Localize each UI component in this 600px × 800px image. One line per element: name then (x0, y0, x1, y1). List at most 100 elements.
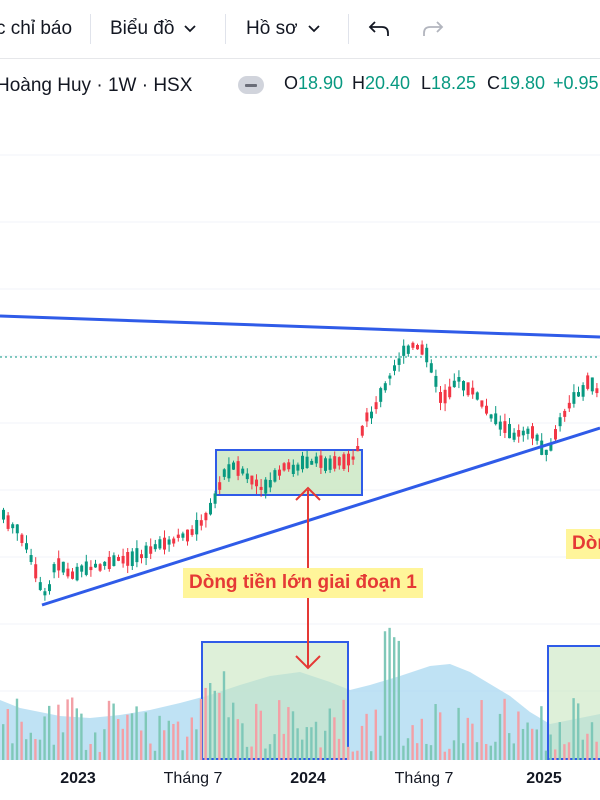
candle-body (2, 509, 5, 520)
volume-bar (186, 736, 189, 760)
candle-body (471, 387, 475, 395)
candle-body (452, 380, 456, 388)
candle-body (264, 479, 268, 494)
volume-bar (176, 721, 180, 760)
candle-body (480, 400, 484, 407)
volume-bar (255, 703, 258, 760)
volume-bar (531, 728, 534, 760)
candle-body (301, 455, 304, 470)
volume-bar (521, 728, 525, 760)
candle-body (222, 469, 226, 477)
candle-body (393, 365, 396, 371)
candle-body (305, 456, 309, 469)
candle-body (190, 529, 194, 535)
ohlc-high-value: 20.40 (365, 73, 411, 93)
time-axis[interactable]: 2023 Tháng 7 2024 Tháng 7 2025 (0, 760, 600, 800)
volume-bar (402, 745, 405, 760)
candle-body (268, 480, 272, 488)
candle-body (429, 363, 433, 373)
volume-bar (360, 725, 364, 760)
hide-legend-icon[interactable] (238, 76, 264, 94)
volume-bar (172, 723, 175, 760)
volume-bar (457, 707, 460, 760)
stage1-label[interactable]: Dòng tiền lớn giai đoạn 1 (183, 568, 423, 598)
volume-bar (540, 706, 543, 760)
undo-button[interactable] (368, 0, 390, 58)
candle-body (563, 410, 567, 417)
resistance-trendline[interactable] (0, 314, 600, 339)
candle-body (218, 482, 222, 490)
candle-body (167, 539, 171, 545)
candle-body (250, 475, 254, 485)
indicators-label: c chỉ báo (0, 18, 73, 39)
candle-body (241, 468, 245, 474)
volume-bar (273, 734, 276, 760)
candle-body (558, 417, 562, 427)
volume-bar (480, 700, 483, 760)
ohlc-close: C19.80 (487, 73, 545, 94)
top-toolbar: c chỉ báo Biểu đồ Hồ sơ (0, 0, 600, 59)
candle-body (439, 392, 442, 403)
xaxis-label: 2023 (60, 770, 96, 787)
volume-bar (218, 693, 221, 760)
volume-bar (577, 703, 580, 760)
candle-body (356, 446, 360, 452)
candle-body (15, 524, 19, 534)
candle-body (204, 512, 208, 521)
volume-bar (181, 750, 184, 760)
volume-bar (563, 744, 566, 760)
volume-bar (52, 744, 55, 760)
profile-dropdown[interactable]: Hồ sơ (246, 0, 320, 58)
volume-bar (25, 739, 28, 760)
candle-body (245, 473, 249, 480)
ohlc-high-key: H (352, 73, 365, 93)
volume-bar (549, 734, 552, 760)
candle-body (52, 564, 56, 573)
candle-body (11, 524, 15, 529)
candle-body (61, 561, 65, 573)
volume-bar (411, 725, 414, 760)
volume-bar (195, 729, 198, 760)
candle-body (370, 411, 373, 419)
candle-body (117, 557, 120, 561)
chart-type-dropdown[interactable]: Biểu đồ (110, 0, 197, 58)
volume-bar (236, 719, 239, 760)
indicators-button[interactable]: c chỉ báo (0, 0, 72, 58)
stage2-label[interactable]: Dòn (566, 529, 600, 559)
redo-button[interactable] (422, 0, 444, 58)
volume-bar (190, 717, 193, 760)
volume-bar (572, 698, 575, 760)
ohlc-close-key: C (487, 73, 500, 93)
volume-bar (34, 739, 37, 760)
candle-body (374, 402, 378, 410)
candle-body (209, 502, 212, 515)
volume-bar (121, 728, 124, 760)
toolbar-divider (90, 14, 91, 44)
candle-body (20, 534, 24, 543)
candle-body (273, 470, 277, 482)
volume-bars (2, 627, 598, 760)
symbol-title[interactable]: Hoàng Huy · 1W · HSX (0, 75, 193, 96)
volume-bar (567, 742, 571, 760)
undo-icon (368, 21, 389, 36)
candle-body (6, 515, 10, 529)
candle-body (485, 405, 488, 414)
candle-body (572, 392, 576, 404)
candle-body (112, 555, 116, 566)
candle-body (287, 462, 291, 470)
support-trendline[interactable] (41, 426, 600, 607)
volume-bar (11, 743, 14, 760)
candle-body (227, 464, 231, 479)
volume-bar (20, 721, 23, 760)
volume-bar (365, 713, 368, 760)
volume-bar (512, 743, 515, 760)
volume-bar (250, 746, 253, 760)
candle-body (549, 444, 553, 451)
candle-body (181, 533, 185, 538)
volume-bar (232, 702, 235, 760)
price-chart[interactable] (0, 100, 600, 760)
candle-body (577, 392, 580, 397)
candle-body (498, 421, 502, 430)
candle-body (521, 430, 525, 436)
volume-bar (89, 743, 92, 760)
